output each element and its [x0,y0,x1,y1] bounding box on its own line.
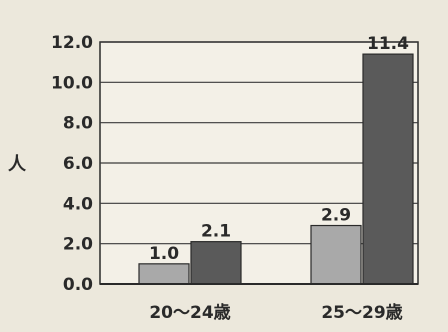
y-tick-label: 10.0 [51,73,93,93]
data-labels: 1.0 2.1 2.9 11.4 [149,34,409,264]
bar [310,224,362,285]
y-tick-label: 2.0 [63,235,93,255]
bar-value-label: 2.1 [201,222,231,242]
x-category-label: 20〜24歳 [149,302,230,323]
bar-value-label: 2.9 [321,206,351,226]
y-tick-label: 4.0 [63,194,93,214]
bar [138,263,190,285]
y-tick-label: 0.0 [63,275,93,295]
y-tick-label: 12.0 [51,33,93,53]
y-tick-label: 6.0 [63,154,93,174]
y-tick-label: 8.0 [63,114,93,134]
bars [138,53,414,285]
y-axis-label: 人 [8,154,27,175]
y-axis-ticks: 0.0 2.0 4.0 6.0 8.0 10.0 12.0 [51,33,93,295]
bar [362,53,414,285]
x-axis-categories: 20〜24歳 25〜29歳 [149,302,402,323]
bar-value-label: 1.0 [149,244,179,264]
x-category-label: 25〜29歳 [321,302,402,323]
bar [190,241,242,285]
bar-value-label: 11.4 [367,34,409,54]
